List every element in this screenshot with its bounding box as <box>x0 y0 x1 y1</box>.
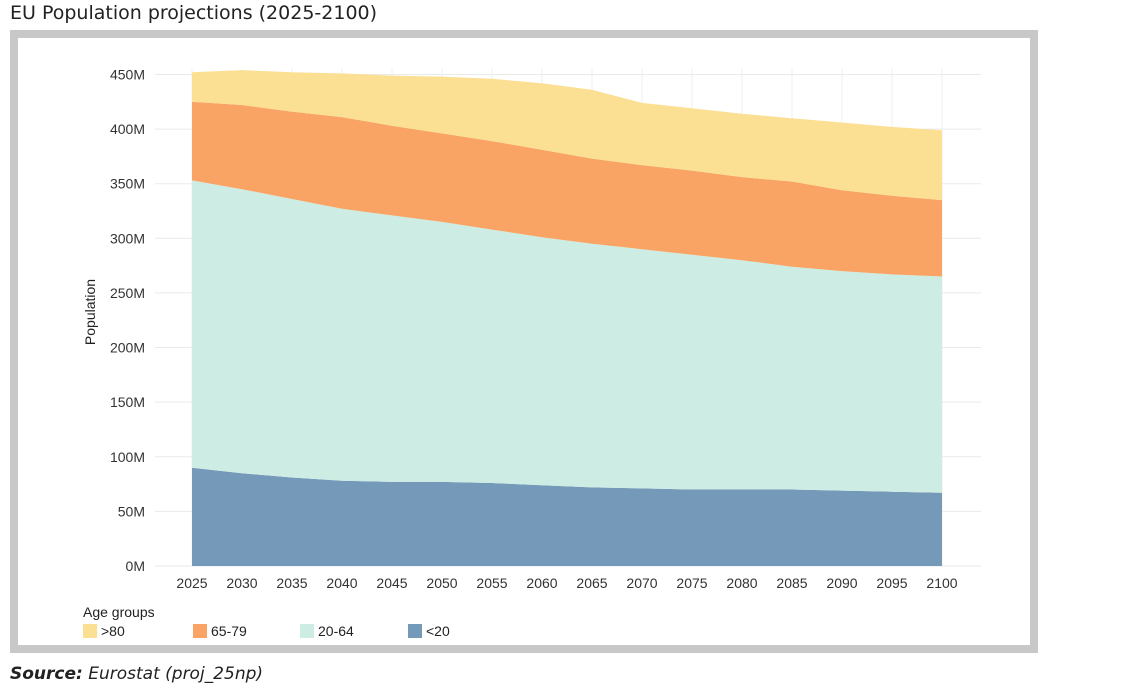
legend-item[interactable]: 20-64 <box>300 622 354 640</box>
legend-label: 20-64 <box>318 623 354 639</box>
area-series-20-64[interactable] <box>192 180 942 493</box>
y-tick-label: 250M <box>110 285 145 301</box>
x-tick-label: 2055 <box>476 575 507 591</box>
x-tick-label: 2045 <box>376 575 407 591</box>
legend-swatch <box>193 624 207 638</box>
x-tick-label: 2080 <box>726 575 757 591</box>
x-axis-ticks: 2025 2030 2035 2040 2045 2050 2055 2060 2065 2070… <box>176 575 957 591</box>
x-tick-label: 2085 <box>776 575 807 591</box>
legend-label: 65-79 <box>211 623 247 639</box>
y-tick-label: 50M <box>118 503 145 519</box>
x-tick-label: 2070 <box>626 575 657 591</box>
source-note: Source: Eurostat (proj_25np) <box>10 664 263 684</box>
chart-panel: 0M 50M 100M 150M 200M 250M 300M 350M 400M 450M 20… <box>18 38 1030 645</box>
y-tick-label: 400M <box>110 121 145 137</box>
legend-item[interactable]: 65-79 <box>193 622 247 640</box>
x-tick-label: 2030 <box>226 575 257 591</box>
page-title: EU Population projections (2025-2100) <box>10 2 378 24</box>
y-axis-ticks: 0M 50M 100M 150M 200M 250M 300M 350M 400M 450M <box>110 66 145 574</box>
area-series-65-79[interactable] <box>192 101 942 277</box>
area-series-20[interactable] <box>192 467 942 566</box>
x-tick-label: 2025 <box>176 575 207 591</box>
x-tick-label: 2035 <box>276 575 307 591</box>
y-tick-label: 300M <box>110 230 145 246</box>
legend-swatch <box>408 624 422 638</box>
legend-item[interactable]: <20 <box>408 622 450 640</box>
legend-label: <20 <box>426 623 450 639</box>
y-tick-label: 150M <box>110 394 145 410</box>
legend-item[interactable]: >80 <box>83 622 125 640</box>
legend-label: >80 <box>101 623 125 639</box>
x-tick-label: 2075 <box>676 575 707 591</box>
y-tick-label: 350M <box>110 176 145 192</box>
y-axis-label: Population <box>82 279 98 345</box>
y-tick-label: 0M <box>126 558 145 574</box>
x-tick-label: 2040 <box>326 575 357 591</box>
legend-title: Age groups <box>83 604 155 620</box>
legend-swatch <box>300 624 314 638</box>
y-tick-label: 100M <box>110 449 145 465</box>
x-tick-label: 2095 <box>876 575 907 591</box>
legend-swatch <box>83 624 97 638</box>
stacked-areas <box>192 70 942 566</box>
y-tick-label: 450M <box>110 66 145 82</box>
area-series-80[interactable] <box>192 70 942 201</box>
x-tick-label: 2050 <box>426 575 457 591</box>
source-label: Source: <box>10 664 83 684</box>
chart-frame: 0M 50M 100M 150M 200M 250M 300M 350M 400M 450M 20… <box>10 30 1038 653</box>
x-tick-label: 2100 <box>926 575 957 591</box>
source-text: Eurostat (proj_25np) <box>88 664 264 684</box>
x-tick-label: 2090 <box>826 575 857 591</box>
x-tick-label: 2060 <box>526 575 557 591</box>
x-tick-label: 2065 <box>576 575 607 591</box>
area-chart: 0M 50M 100M 150M 200M 250M 300M 350M 400M 450M 20… <box>82 66 981 591</box>
y-tick-label: 200M <box>110 340 145 356</box>
